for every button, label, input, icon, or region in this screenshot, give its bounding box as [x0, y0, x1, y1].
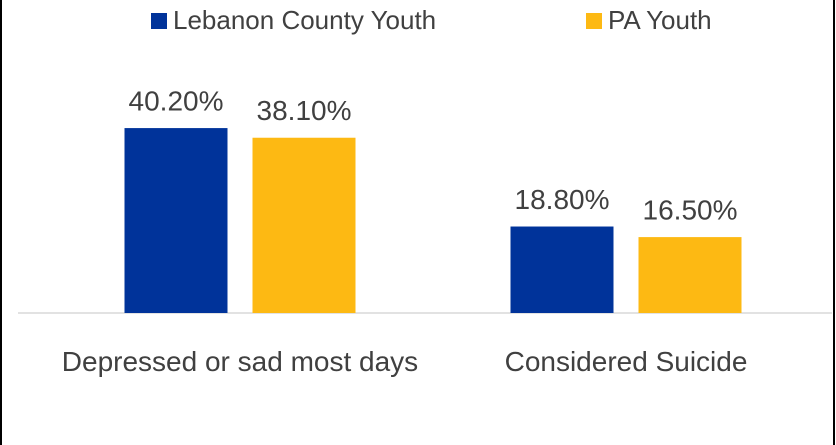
- bar: [124, 128, 228, 313]
- bar: [510, 226, 614, 313]
- legend-label: Lebanon County Youth: [173, 5, 436, 35]
- bar: [638, 237, 742, 313]
- category-label: Considered Suicide: [504, 346, 748, 377]
- legend-label: PA Youth: [608, 5, 712, 35]
- legend-swatch: [151, 13, 167, 29]
- data-label: 16.50%: [643, 194, 738, 225]
- legend-swatch: [586, 13, 602, 29]
- bar: [252, 137, 356, 313]
- data-label: 18.80%: [515, 184, 610, 215]
- data-label: 38.10%: [257, 95, 352, 126]
- category-label: Depressed or sad most days: [61, 346, 419, 377]
- data-label: 40.20%: [129, 85, 224, 116]
